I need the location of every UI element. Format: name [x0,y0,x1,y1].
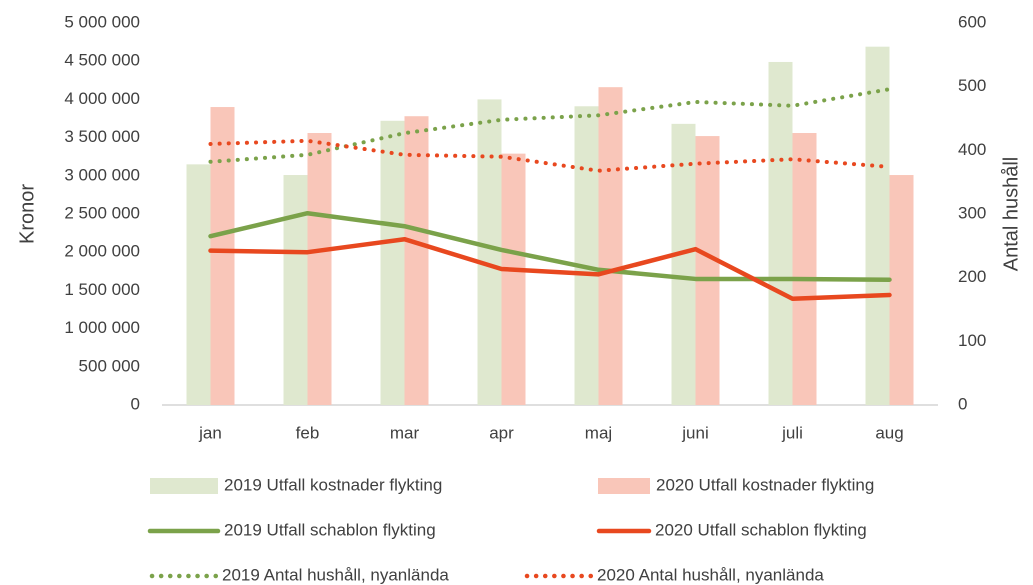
bar [501,153,526,405]
y-tick-label: 3 500 000 [64,127,140,146]
legend-label: 2019 Utfall kostnader flykting [224,475,442,494]
y-tick-label: 4 000 000 [64,89,140,108]
x-tick-label: feb [296,423,320,442]
bar [210,107,235,405]
bar [574,106,599,405]
bar [380,120,405,406]
x-tick-label: maj [585,423,612,442]
y-tick-label: 3 000 000 [64,165,140,184]
bar [671,123,696,406]
x-tick-label: aug [875,423,903,442]
y2-tick-label: 0 [958,394,967,413]
legend-label: 2020 Utfall kostnader flykting [656,475,874,494]
bar [792,133,817,406]
x-tick-label: mar [390,423,420,442]
y-tick-label: 5 000 000 [64,12,140,31]
y2-tick-label: 600 [958,12,986,31]
x-tick-label: juli [781,423,803,442]
y2-tick-label: 400 [958,140,986,159]
line [208,236,892,302]
y-tick-label: 0 [131,394,140,413]
legend-label: 2019 Antal hushåll, nyanlända [222,565,449,584]
y2-tick-label: 300 [958,203,986,222]
y-tick-label: 2 500 000 [64,203,140,222]
legend-swatch [150,478,218,494]
x-tick-label: jan [198,423,222,442]
y-tick-label: 500 000 [79,356,140,375]
bar [283,175,308,405]
y2-tick-label: 500 [958,76,986,95]
legend-label: 2019 Utfall schablon flykting [224,520,436,539]
bar [598,87,623,406]
y-axis-title: Kronor [16,184,38,244]
line [208,210,892,282]
legend-label: 2020 Utfall schablon flykting [655,520,867,539]
legend-swatch [598,478,650,494]
bar [889,175,914,405]
bar [768,61,793,406]
y2-tick-label: 200 [958,267,986,286]
legend-label: 2020 Antal hushåll, nyanlända [597,565,824,584]
y-tick-label: 1 500 000 [64,280,140,299]
bar [307,133,332,406]
y-tick-label: 4 500 000 [64,51,140,70]
bar [404,116,429,405]
bar [477,99,502,406]
x-tick-label: juni [681,423,708,442]
bar [186,164,211,405]
y-tick-label: 2 000 000 [64,242,140,261]
y-tick-label: 1 000 000 [64,318,140,337]
y2-tick-label: 100 [958,331,986,350]
y2-axis-title: Antal hushåll [1000,157,1022,272]
bar [695,136,720,405]
x-tick-label: apr [489,423,514,442]
bar [865,46,890,406]
